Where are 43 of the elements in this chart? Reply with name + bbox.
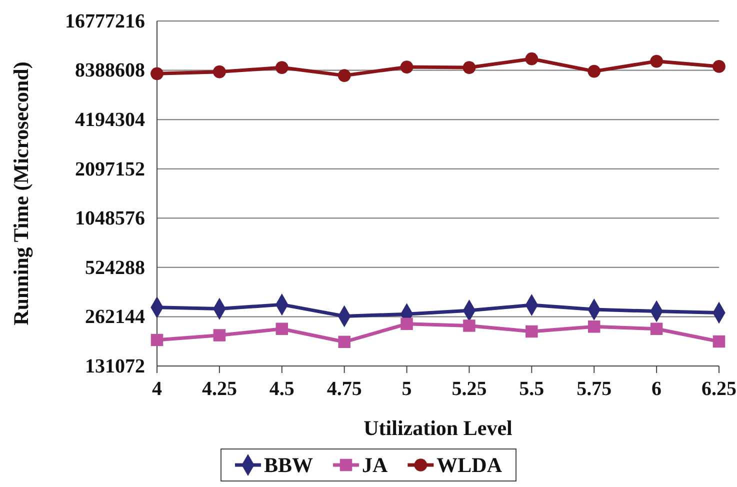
y-tick-label: 131072	[85, 355, 145, 378]
x-tick-label: 4.25	[202, 378, 237, 400]
x-axis-title: Utilization Level	[364, 416, 513, 440]
point	[400, 318, 413, 330]
point	[650, 322, 663, 335]
legend-label: WLDA	[436, 453, 503, 477]
y-tick-label: 16777216	[65, 10, 145, 32]
point	[213, 65, 226, 78]
point	[150, 334, 164, 346]
x-tick-label: 6	[652, 378, 662, 400]
point	[150, 67, 164, 80]
x-tick-label: 5.75	[576, 378, 612, 400]
x-tick-label: 5	[402, 378, 412, 400]
point	[650, 54, 663, 68]
point	[338, 69, 351, 82]
point	[588, 320, 600, 333]
x-tick-label: 4.75	[326, 378, 362, 400]
point	[276, 322, 288, 335]
point	[525, 52, 538, 66]
x-tick-label: 4	[152, 378, 162, 400]
legend-label: BBW	[264, 453, 313, 477]
point	[213, 329, 226, 342]
point	[463, 320, 476, 332]
y-tick-label: 1048576	[75, 208, 145, 230]
y-tick-label: 4194304	[75, 108, 145, 131]
x-tick-label: 5.25	[452, 378, 487, 400]
x-tick-label: 5.5	[519, 378, 544, 400]
point	[400, 60, 414, 74]
y-tick-label: 2097152	[75, 158, 145, 180]
point	[712, 60, 726, 73]
point	[275, 61, 288, 74]
x-tick-label: 4.5	[269, 378, 294, 400]
point	[712, 335, 726, 348]
y-axis-title: Running Time (Microsecond)	[9, 62, 33, 326]
point	[462, 61, 476, 74]
y-tick-label: 8388608	[75, 60, 145, 82]
point	[338, 336, 350, 348]
point	[588, 64, 601, 78]
point	[526, 325, 538, 338]
y-tick-label: 524288	[85, 256, 145, 279]
x-tick-label: 6.25	[702, 378, 736, 400]
legend-label: JA	[362, 453, 388, 477]
y-tick-label: 262144	[85, 306, 145, 328]
